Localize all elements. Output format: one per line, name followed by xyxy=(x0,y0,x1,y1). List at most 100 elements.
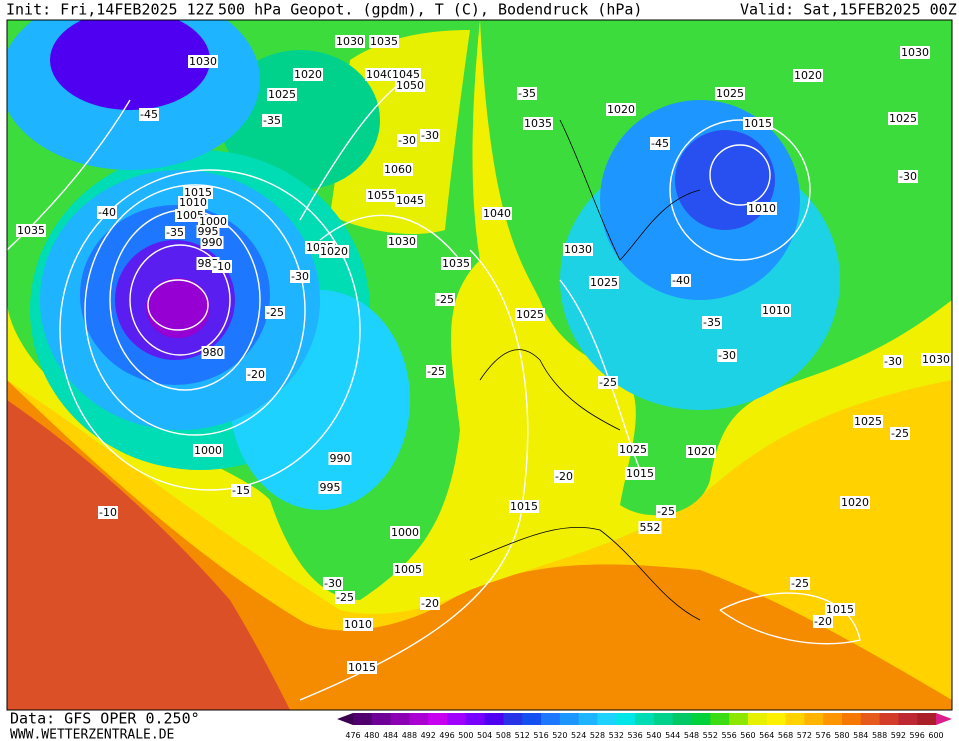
label-box xyxy=(441,257,471,270)
legend-label: 576 xyxy=(816,731,831,740)
map-label: 1035 xyxy=(17,224,45,237)
legend-label: 496 xyxy=(439,731,454,740)
legend-label: 484 xyxy=(383,731,398,740)
map-label: -10 xyxy=(213,260,231,273)
label-box xyxy=(335,35,365,48)
label-box xyxy=(328,452,352,465)
map-label: -35 xyxy=(703,316,721,329)
map-label: -25 xyxy=(436,293,454,306)
map-label: 1015 xyxy=(184,186,212,199)
label-box xyxy=(517,87,537,100)
legend-swatch xyxy=(484,713,504,725)
label-box xyxy=(318,481,342,494)
label-box xyxy=(198,215,228,228)
data-source: Data: GFS OPER 0.250° xyxy=(10,710,200,728)
map-label: 1025 xyxy=(619,443,647,456)
map-label: 1020 xyxy=(794,69,822,82)
legend-swatch xyxy=(465,713,486,725)
label-box xyxy=(390,526,420,539)
label-box xyxy=(883,355,903,368)
label-box xyxy=(625,467,655,480)
legend-swatch xyxy=(710,713,730,725)
legend-label: 600 xyxy=(928,731,943,740)
label-box xyxy=(335,591,355,604)
label-box xyxy=(900,46,930,59)
legend-label: 580 xyxy=(834,731,849,740)
label-box xyxy=(366,189,396,202)
field-purple xyxy=(146,278,210,338)
map-label: -10 xyxy=(99,506,117,519)
label-box xyxy=(365,68,395,81)
label-box xyxy=(343,618,373,631)
label-box xyxy=(650,137,670,150)
map-label: 1020 xyxy=(320,245,348,258)
legend-swatch xyxy=(653,713,674,725)
legend-swatch xyxy=(691,713,711,725)
label-box xyxy=(395,194,425,207)
map-label: 1025 xyxy=(716,87,744,100)
label-box xyxy=(395,79,425,92)
coastline xyxy=(469,119,701,621)
legend-arrow xyxy=(337,713,353,725)
isobar xyxy=(59,169,361,491)
legend-swatch xyxy=(447,713,467,725)
map-label: 552 xyxy=(640,521,661,534)
legend-swatch xyxy=(898,713,918,725)
map-label: -20 xyxy=(421,597,439,610)
legend-swatch xyxy=(729,713,749,725)
isobar xyxy=(84,184,306,436)
label-box xyxy=(890,427,910,440)
isobar xyxy=(709,144,771,206)
legend-label: 568 xyxy=(778,731,793,740)
legend-label: 492 xyxy=(421,731,436,740)
label-box xyxy=(686,445,716,458)
legend-swatch xyxy=(597,713,617,725)
label-box xyxy=(523,117,553,130)
label-box xyxy=(178,196,208,209)
label-box xyxy=(265,306,285,319)
map-label: 1020 xyxy=(687,445,715,458)
map-labels: 10301035103010201025104010451050-35-45-3… xyxy=(16,35,951,674)
label-box xyxy=(420,597,440,610)
map-label: 1030 xyxy=(564,243,592,256)
map-label: 1010 xyxy=(748,202,776,215)
isobar xyxy=(147,279,209,331)
label-box xyxy=(921,353,951,366)
legend-label: 476 xyxy=(345,731,360,740)
legend-label: 548 xyxy=(684,731,699,740)
label-box xyxy=(97,206,117,219)
label-box xyxy=(606,103,636,116)
map-label: 995 xyxy=(198,225,219,238)
map-label: -25 xyxy=(427,365,445,378)
label-box xyxy=(435,293,455,306)
map-title: 500 hPa Geopot. (gpdm), T (C), Bodendruc… xyxy=(218,1,642,19)
label-box xyxy=(16,224,46,237)
label-box xyxy=(262,114,282,127)
map-label: 1000 xyxy=(194,444,222,457)
color-legend: 476 480 484 488 492 496 500 504 508 512 516 520 524 5… xyxy=(337,713,952,740)
map-label: 1000 xyxy=(391,526,419,539)
legend-label: 564 xyxy=(759,731,774,740)
label-box xyxy=(98,506,118,519)
legend-swatch xyxy=(804,713,824,725)
legend-label: 588 xyxy=(872,731,887,740)
label-box xyxy=(554,470,574,483)
legend-swatch xyxy=(522,713,542,725)
map-label: -30 xyxy=(398,134,416,147)
map-label: -30 xyxy=(291,270,309,283)
map-label: -30 xyxy=(324,577,342,590)
label-box xyxy=(840,496,870,509)
legend-swatch xyxy=(353,713,373,725)
map-label: -35 xyxy=(518,87,536,100)
legend-swatch xyxy=(879,713,899,725)
legend-swatch xyxy=(766,713,787,725)
map-label: 1025 xyxy=(854,415,882,428)
map-label: 1015 xyxy=(626,467,654,480)
label-box xyxy=(638,521,662,534)
label-box xyxy=(369,35,399,48)
label-box xyxy=(139,108,159,121)
label-box xyxy=(671,274,691,287)
legend-label: 480 xyxy=(364,731,379,740)
label-box xyxy=(391,68,421,81)
